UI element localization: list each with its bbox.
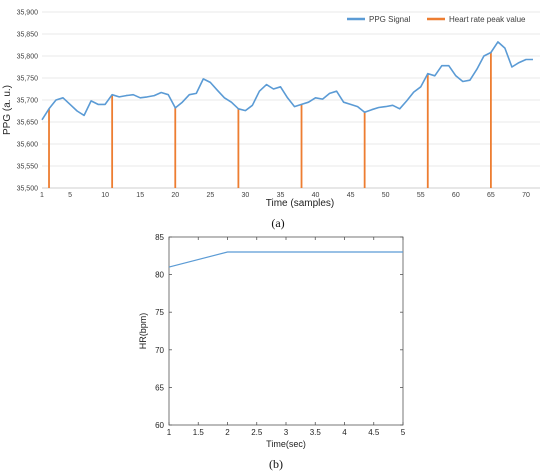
ppg-x-axis-title: Time (samples)	[266, 198, 335, 209]
hr-series	[168, 251, 403, 268]
hr-y-tick-label: 80	[155, 271, 164, 280]
hr-y-ticks: 60 65 70 75 80 85	[155, 233, 403, 430]
ppg-x-tick-label: 1	[40, 192, 44, 199]
ppg-x-tick-label: 35	[277, 192, 285, 199]
ppg-y-axis-title: PPG (a. u.)	[2, 85, 13, 135]
ppg-y-tick-label: 35,750	[17, 76, 39, 83]
hr-y-tick-label: 85	[155, 233, 164, 242]
heart-rate-chart: 60 65 70 75 80 85 1 1.5 2 2.5 3 3.5 4 4.5 5 HR(bpm) T…	[138, 233, 406, 471]
legend-label-peak-value: Heart rate peak value	[449, 15, 526, 24]
hr-x-tick-label: 2	[225, 428, 230, 437]
hr-y-tick-label: 60	[155, 421, 164, 430]
ppg-y-tick-label: 35,900	[17, 10, 39, 17]
hr-y-tick-label: 75	[155, 308, 164, 317]
hr-x-tick-label: 3	[284, 428, 289, 437]
hr-y-tick-label: 70	[155, 346, 164, 355]
hr-x-tick-label: 4.5	[368, 428, 380, 437]
ppg-y-tick-label: 35,850	[17, 32, 39, 39]
caption-b: (b)	[269, 457, 283, 471]
ppg-x-tick-label: 5	[68, 192, 72, 199]
ppg-x-tick-label: 60	[452, 192, 460, 199]
hr-x-ticks: 1 1.5 2 2.5 3 3.5 4 4.5 5	[167, 237, 406, 437]
ppg-chart: 35,500 35,550 35,600 35,650 35,700 35,750 35,8…	[2, 10, 540, 230]
ppg-x-tick-label: 70	[522, 192, 530, 199]
heart-rate-peak-lines	[48, 52, 492, 188]
ppg-signal-line	[41, 41, 533, 121]
hr-x-axis-title: Time(sec)	[266, 439, 306, 449]
ppg-x-tick-label: 20	[171, 192, 179, 199]
ppg-x-tick-labels: 1 5 10 15 20 25 30 35 40 45 50 55 60 65 70	[40, 192, 530, 199]
ppg-y-tick-label: 35,700	[17, 98, 39, 105]
ppg-y-tick-labels: 35,500 35,550 35,600 35,650 35,700 35,750 35,8…	[17, 10, 39, 193]
ppg-x-tick-label: 55	[417, 192, 425, 199]
ppg-y-tick-label: 35,550	[17, 164, 39, 171]
ppg-x-tick-label: 30	[242, 192, 250, 199]
hr-line	[168, 251, 403, 268]
hr-x-tick-label: 1.5	[193, 428, 205, 437]
ppg-x-tick-label: 40	[312, 192, 320, 199]
ppg-x-tick-label: 50	[382, 192, 390, 199]
ppg-signal-series	[41, 41, 533, 121]
hr-y-tick-label: 65	[155, 383, 164, 392]
hr-x-tick-label: 5	[401, 428, 406, 437]
ppg-y-tick-label: 35,800	[17, 54, 39, 61]
hr-x-tick-label: 2.5	[251, 428, 263, 437]
legend-label-ppg-signal: PPG Signal	[369, 15, 411, 24]
ppg-y-tick-label: 35,600	[17, 142, 39, 149]
ppg-legend: PPG Signal Heart rate peak value	[347, 15, 526, 24]
ppg-x-tick-label: 25	[206, 192, 214, 199]
hr-y-axis-title: HR(bpm)	[138, 313, 148, 350]
ppg-x-tick-label: 10	[101, 192, 109, 199]
caption-a: (a)	[271, 216, 284, 230]
hr-x-tick-label: 4	[342, 428, 347, 437]
hr-x-tick-label: 1	[167, 428, 172, 437]
ppg-x-tick-label: 65	[487, 192, 495, 199]
ppg-y-tick-label: 35,500	[17, 186, 39, 193]
hr-x-tick-label: 3.5	[310, 428, 322, 437]
ppg-x-tick-label: 15	[136, 192, 144, 199]
ppg-y-tick-label: 35,650	[17, 120, 39, 127]
ppg-x-tick-label: 45	[347, 192, 355, 199]
hr-plot-frame	[168, 236, 404, 426]
ppg-gridlines	[42, 11, 540, 189]
